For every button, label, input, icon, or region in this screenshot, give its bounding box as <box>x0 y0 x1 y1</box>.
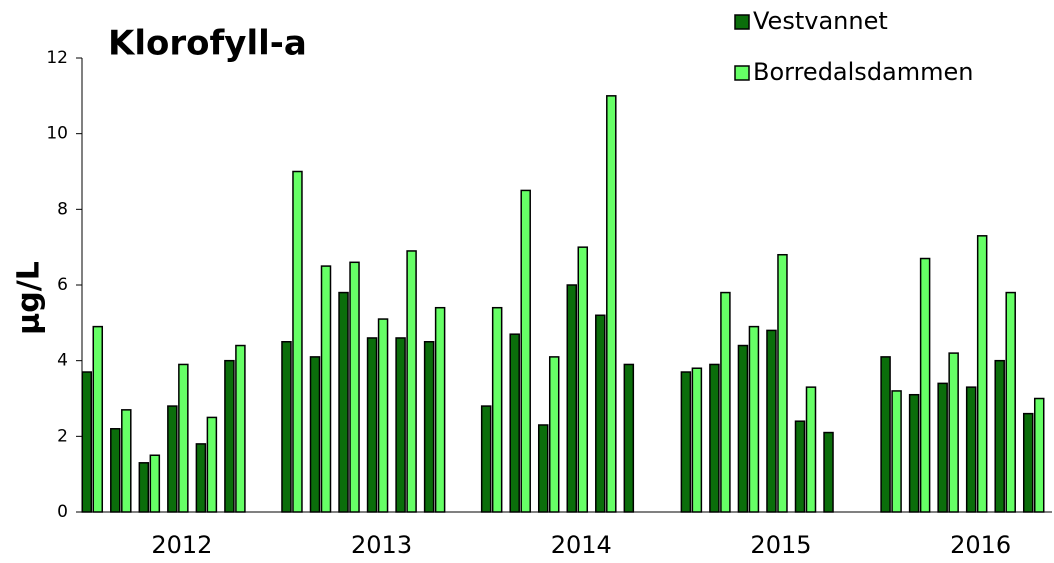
bar <box>338 291 349 513</box>
bar <box>880 356 891 513</box>
y-tick-label: 8 <box>57 199 68 219</box>
bar <box>623 363 635 513</box>
y-tick-label: 2 <box>57 426 68 446</box>
bar <box>548 356 560 513</box>
bar <box>320 265 332 513</box>
bar <box>908 393 920 513</box>
bar <box>224 359 235 513</box>
bar <box>577 246 589 513</box>
bar <box>537 424 549 513</box>
y-tick-label: 12 <box>46 48 68 68</box>
bar <box>1033 397 1045 513</box>
bar <box>937 382 948 513</box>
x-tick-label: 2014 <box>551 531 612 559</box>
bar <box>680 371 692 513</box>
bar <box>720 291 731 513</box>
bar <box>366 337 378 513</box>
bar <box>509 333 520 513</box>
bar <box>948 352 959 513</box>
bar <box>794 420 806 513</box>
bar <box>178 363 189 513</box>
bar <box>491 306 503 513</box>
bar <box>206 416 218 513</box>
bar <box>406 250 417 513</box>
bar <box>195 443 207 513</box>
bar <box>566 284 578 513</box>
bar <box>994 359 1005 513</box>
x-tick-label: 2013 <box>351 531 412 559</box>
y-tick-label: 10 <box>46 124 68 144</box>
bar <box>423 341 435 513</box>
bar <box>281 341 292 513</box>
bar <box>167 405 178 513</box>
bar <box>434 306 446 513</box>
bar <box>748 325 760 513</box>
bar <box>606 95 617 513</box>
bar <box>520 189 531 513</box>
bar <box>965 386 977 513</box>
bar <box>377 318 389 513</box>
bar <box>480 405 492 513</box>
bar <box>1022 412 1034 513</box>
bar <box>709 363 720 513</box>
x-tick-label: 2012 <box>151 531 212 559</box>
bar <box>110 428 121 513</box>
bar <box>777 253 788 513</box>
bar <box>349 261 360 513</box>
bar <box>595 314 606 513</box>
x-tick-label: 2016 <box>950 531 1011 559</box>
bar <box>395 337 406 513</box>
bar <box>919 257 931 513</box>
y-tick-label: 6 <box>57 275 68 295</box>
chart-title: Klorofyll-a <box>108 24 307 64</box>
bar <box>81 371 93 513</box>
bar <box>138 462 150 513</box>
bar <box>92 325 104 513</box>
bar <box>823 431 834 513</box>
legend-swatch <box>734 65 750 81</box>
bar <box>1005 291 1016 513</box>
y-axis-label: µg/L <box>12 261 47 335</box>
bar <box>121 409 132 513</box>
y-tick-label: 4 <box>57 351 68 371</box>
bar <box>976 235 988 513</box>
x-tick-label: 2015 <box>750 531 811 559</box>
bar <box>691 367 703 513</box>
bar <box>737 344 749 513</box>
legend-label: Borredalsdammen <box>753 58 974 86</box>
bar <box>309 356 321 513</box>
y-tick-label: 0 <box>57 502 68 522</box>
bar <box>149 454 161 513</box>
bar <box>292 170 303 513</box>
bar <box>235 344 246 513</box>
bar <box>766 329 777 513</box>
legend-label: Vestvannet <box>753 7 888 35</box>
legend-swatch <box>734 14 750 30</box>
bar <box>805 386 817 513</box>
bar <box>891 390 902 513</box>
